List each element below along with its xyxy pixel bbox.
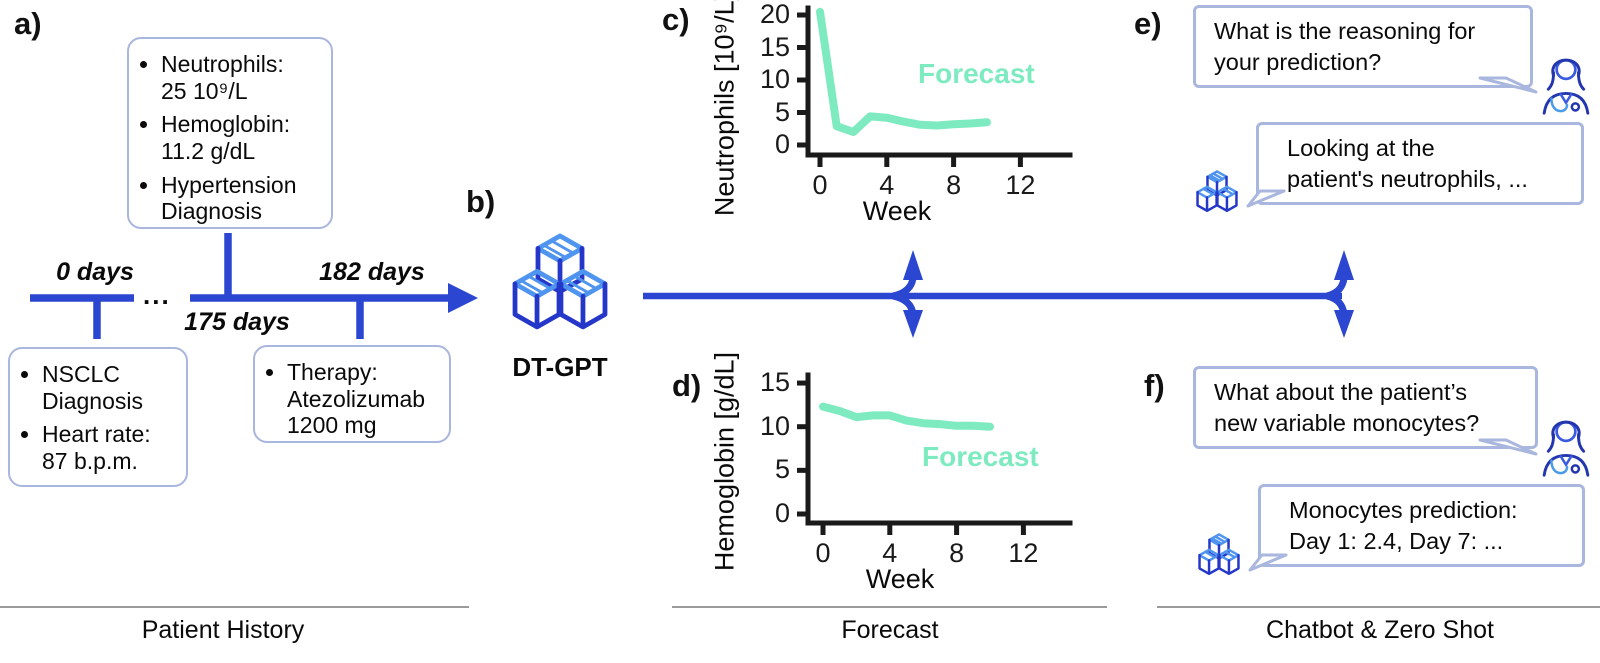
history-box-diagnosis-list: NSCLC Diagnosis Heart rate: 87 b.p.m. (10, 361, 186, 475)
x-tick-label: 8 (946, 170, 962, 200)
dt-gpt-cubes-icon-small (1198, 533, 1240, 576)
hemoglobin-chart (797, 372, 1073, 535)
panel-letter-c: c) (662, 2, 690, 37)
dt-gpt-cubes-icon-large (512, 233, 608, 330)
model-name-label: DT-GPT (512, 352, 608, 382)
doctor-icon (1542, 58, 1590, 115)
y-tick-label: 0 (774, 498, 790, 528)
flow-arrow (643, 250, 1354, 338)
section-label-patient-history: Patient History (141, 616, 305, 644)
section-label-chatbot: Chatbot & Zero Shot (1266, 616, 1494, 644)
hemoglobin-forecast-annotation: Forecast (922, 441, 1039, 472)
hemoglobin-x-axis-label: Week (865, 564, 935, 594)
chat-answer-monocytes: Monocytes prediction: Day 1: 2.4, Day 7:… (1258, 484, 1585, 568)
speech-tail-left-icon (1248, 553, 1288, 572)
history-box-therapy: Therapy: Atezolizumab 1200 mg (253, 345, 451, 443)
timeline-label-0-days: 0 days (56, 258, 134, 286)
neutrophils-chart (797, 5, 1073, 167)
doctor-icon (1542, 420, 1590, 477)
x-tick-label: 0 (812, 170, 828, 200)
y-tick-label: 20 (759, 0, 790, 29)
bullet-item: NSCLC Diagnosis (42, 361, 186, 414)
bullet-item: Neutrophils: 25 10⁹/L (161, 51, 331, 104)
history-box-labs-list: Neutrophils: 25 10⁹/L Hemoglobin: 11.2 g/… (129, 51, 331, 225)
panel-letter-d: d) (672, 368, 702, 403)
x-tick-label: 4 (879, 170, 895, 200)
bullet-item: Heart rate: 87 b.p.m. (42, 421, 186, 474)
dt-gpt-cubes-icon-small (1196, 170, 1238, 213)
timeline-label-175-days: 175 days (184, 308, 290, 336)
timeline-label-182-days: 182 days (319, 258, 425, 286)
y-tick-label: 15 (759, 31, 790, 62)
x-tick-label: 12 (1005, 170, 1036, 200)
section-label-forecast: Forecast (841, 616, 939, 644)
y-tick-label: 10 (759, 64, 790, 94)
y-tick-label: 5 (774, 96, 790, 127)
panel-letter-b: b) (466, 184, 496, 219)
bullet-item: Therapy: Atezolizumab 1200 mg (287, 359, 449, 439)
bullet-item: Hypertension Diagnosis (161, 172, 331, 225)
timeline-ellipsis: ... (143, 280, 171, 310)
y-tick-label: 15 (759, 367, 790, 398)
history-box-therapy-list: Therapy: Atezolizumab 1200 mg (255, 359, 449, 439)
chat-answer-reasoning: Looking at the patient's neutrophils, ..… (1256, 122, 1584, 206)
section-divider (672, 606, 1107, 608)
chat-question-monocytes: What about the patient’s new variable mo… (1193, 366, 1538, 450)
x-tick-label: 8 (949, 538, 965, 568)
timeline-arrow (30, 233, 478, 339)
speech-tail-left-icon (1246, 189, 1286, 208)
speech-tail-right-icon (1478, 438, 1538, 456)
y-tick-label: 5 (774, 454, 790, 485)
x-tick-label: 0 (815, 538, 831, 568)
chat-question-reasoning: What is the reasoning for your predictio… (1193, 5, 1533, 89)
section-divider (1157, 606, 1600, 608)
y-tick-label: 0 (774, 129, 790, 159)
neutrophils-forecast-annotation: Forecast (918, 58, 1035, 89)
x-tick-label: 12 (1008, 538, 1039, 568)
panel-letter-a: a) (14, 6, 42, 41)
x-tick-label: 4 (882, 538, 898, 568)
panel-letter-e: e) (1134, 6, 1162, 41)
history-box-labs: Neutrophils: 25 10⁹/L Hemoglobin: 11.2 g/… (127, 37, 333, 229)
panel-letter-f: f) (1144, 368, 1165, 403)
section-divider (0, 606, 469, 608)
y-tick-label: 10 (759, 410, 790, 441)
history-box-diagnosis: NSCLC Diagnosis Heart rate: 87 b.p.m. (8, 347, 188, 487)
neutrophils-x-axis-label: Week (862, 196, 932, 226)
bullet-item: Hemoglobin: 11.2 g/dL (161, 111, 331, 164)
speech-tail-right-icon (1478, 76, 1538, 94)
